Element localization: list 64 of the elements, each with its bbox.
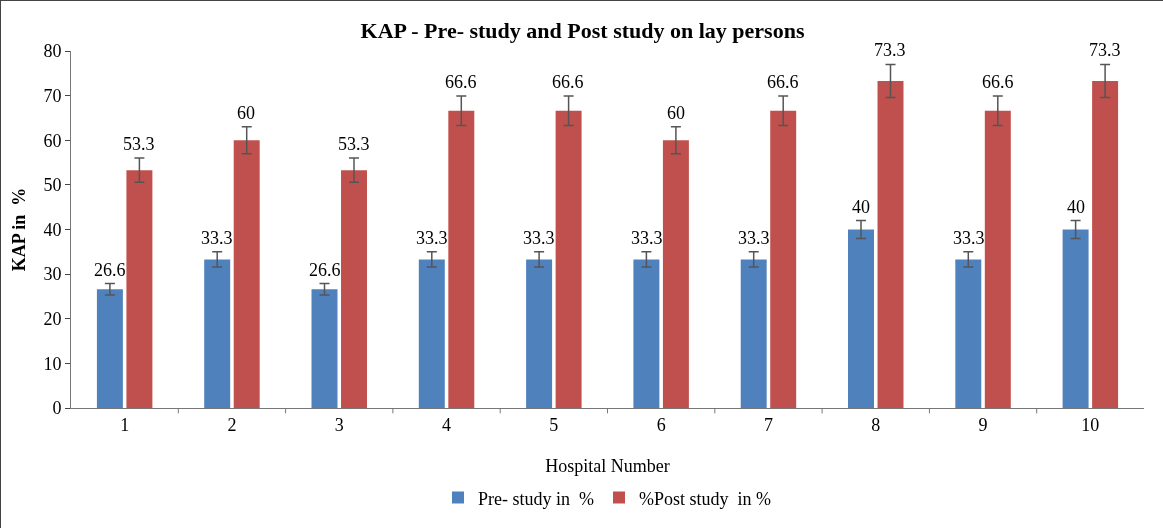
- x-axis-title: Hospital Number: [545, 456, 670, 476]
- y-axis-title: KAP in %: [9, 187, 29, 272]
- data-label: 60: [237, 103, 255, 123]
- bar: [1062, 229, 1089, 408]
- data-label: 40: [1067, 197, 1085, 217]
- chart-title: KAP - Pre- study and Post study on lay persons: [360, 17, 805, 43]
- data-label: 33.3: [201, 228, 233, 248]
- data-label: 26.6: [94, 260, 126, 280]
- data-label: 66.6: [767, 72, 799, 92]
- data-label: 73.3: [1089, 40, 1121, 60]
- data-label: 66.6: [982, 72, 1014, 92]
- y-tick-label: 10: [43, 353, 62, 374]
- bar: [662, 140, 689, 408]
- bar: [526, 259, 553, 408]
- bar: [448, 110, 475, 408]
- bar: [204, 259, 231, 408]
- data-label: 26.6: [309, 260, 341, 280]
- x-tick-label: 6: [656, 414, 666, 435]
- data-label: 33.3: [416, 228, 448, 248]
- bar: [984, 110, 1011, 408]
- y-tick-label: 0: [52, 398, 62, 419]
- data-label: 33.3: [738, 228, 770, 248]
- bar: [96, 289, 123, 408]
- bar: [877, 80, 904, 408]
- bar: [955, 259, 982, 408]
- x-tick-label: 4: [442, 414, 452, 435]
- bar: [740, 259, 767, 408]
- x-tick-label: 9: [978, 414, 988, 435]
- bar: [770, 110, 797, 408]
- data-label: 33.3: [953, 228, 985, 248]
- data-label: 73.3: [874, 40, 906, 60]
- data-label: 40: [852, 197, 870, 217]
- data-label: 33.3: [523, 228, 555, 248]
- y-tick-label: 30: [43, 264, 62, 285]
- y-tick-label: 20: [43, 309, 62, 330]
- data-label: 53.3: [123, 134, 155, 154]
- data-label: 60: [667, 103, 685, 123]
- bar: [1092, 80, 1119, 408]
- x-tick-label: 3: [334, 414, 344, 435]
- y-tick-label: 80: [43, 41, 62, 62]
- bar: [341, 170, 367, 408]
- legend-label: Pre- study in %: [478, 488, 594, 509]
- data-label: 33.3: [631, 228, 663, 248]
- bar: [311, 289, 338, 408]
- data-label: 53.3: [338, 134, 370, 154]
- x-tick-label: 1: [120, 414, 130, 435]
- data-label: 66.6: [552, 72, 584, 92]
- y-tick-label: 40: [43, 219, 62, 240]
- x-tick-label: 8: [871, 414, 881, 435]
- x-tick-label: 5: [549, 414, 559, 435]
- x-tick-label: 10: [1081, 414, 1100, 435]
- bar: [418, 259, 445, 408]
- bar: [633, 259, 660, 408]
- bar: [555, 110, 582, 408]
- bar: [848, 229, 874, 408]
- y-tick-label: 60: [43, 130, 62, 151]
- y-tick-label: 70: [43, 85, 62, 106]
- y-tick-label: 50: [43, 175, 62, 196]
- data-label: 66.6: [445, 72, 477, 92]
- legend-label: %Post study in %: [639, 488, 772, 509]
- x-tick-label: 2: [227, 414, 237, 435]
- bar: [126, 170, 153, 408]
- x-tick-label: 7: [763, 414, 773, 435]
- bar: [233, 140, 260, 408]
